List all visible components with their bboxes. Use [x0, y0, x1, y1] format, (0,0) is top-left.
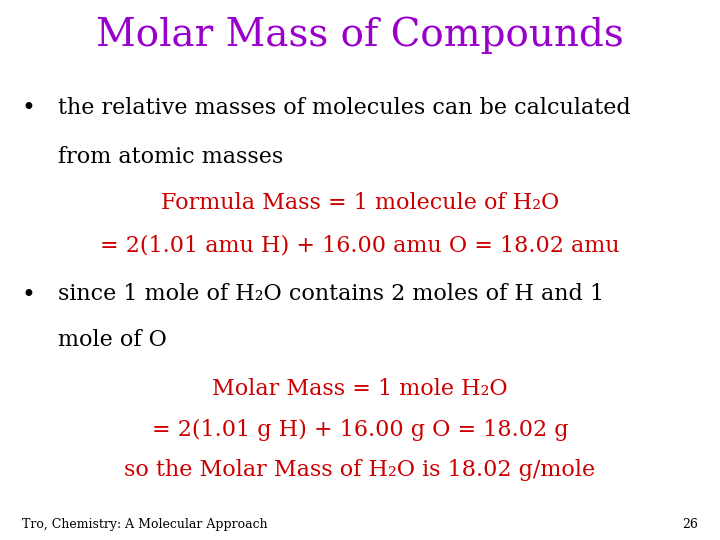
Text: from atomic masses: from atomic masses — [58, 146, 283, 168]
Text: the relative masses of molecules can be calculated: the relative masses of molecules can be … — [58, 97, 630, 119]
Text: Molar Mass = 1 mole H₂O: Molar Mass = 1 mole H₂O — [212, 378, 508, 400]
Text: •: • — [22, 97, 35, 120]
Text: mole of O: mole of O — [58, 329, 166, 352]
Text: so the Molar Mass of H₂O is 18.02 g/mole: so the Molar Mass of H₂O is 18.02 g/mole — [125, 459, 595, 481]
Text: Formula Mass = 1 molecule of H₂O: Formula Mass = 1 molecule of H₂O — [161, 192, 559, 214]
Text: = 2(1.01 g H) + 16.00 g O = 18.02 g: = 2(1.01 g H) + 16.00 g O = 18.02 g — [152, 418, 568, 441]
Text: since 1 mole of H₂O contains 2 moles of H and 1: since 1 mole of H₂O contains 2 moles of … — [58, 284, 604, 306]
Text: Molar Mass of Compounds: Molar Mass of Compounds — [96, 16, 624, 53]
Text: 26: 26 — [683, 518, 698, 531]
Text: •: • — [22, 284, 35, 307]
Text: = 2(1.01 amu H) + 16.00 amu O = 18.02 amu: = 2(1.01 amu H) + 16.00 amu O = 18.02 am… — [100, 235, 620, 257]
Text: Tro, Chemistry: A Molecular Approach: Tro, Chemistry: A Molecular Approach — [22, 518, 267, 531]
